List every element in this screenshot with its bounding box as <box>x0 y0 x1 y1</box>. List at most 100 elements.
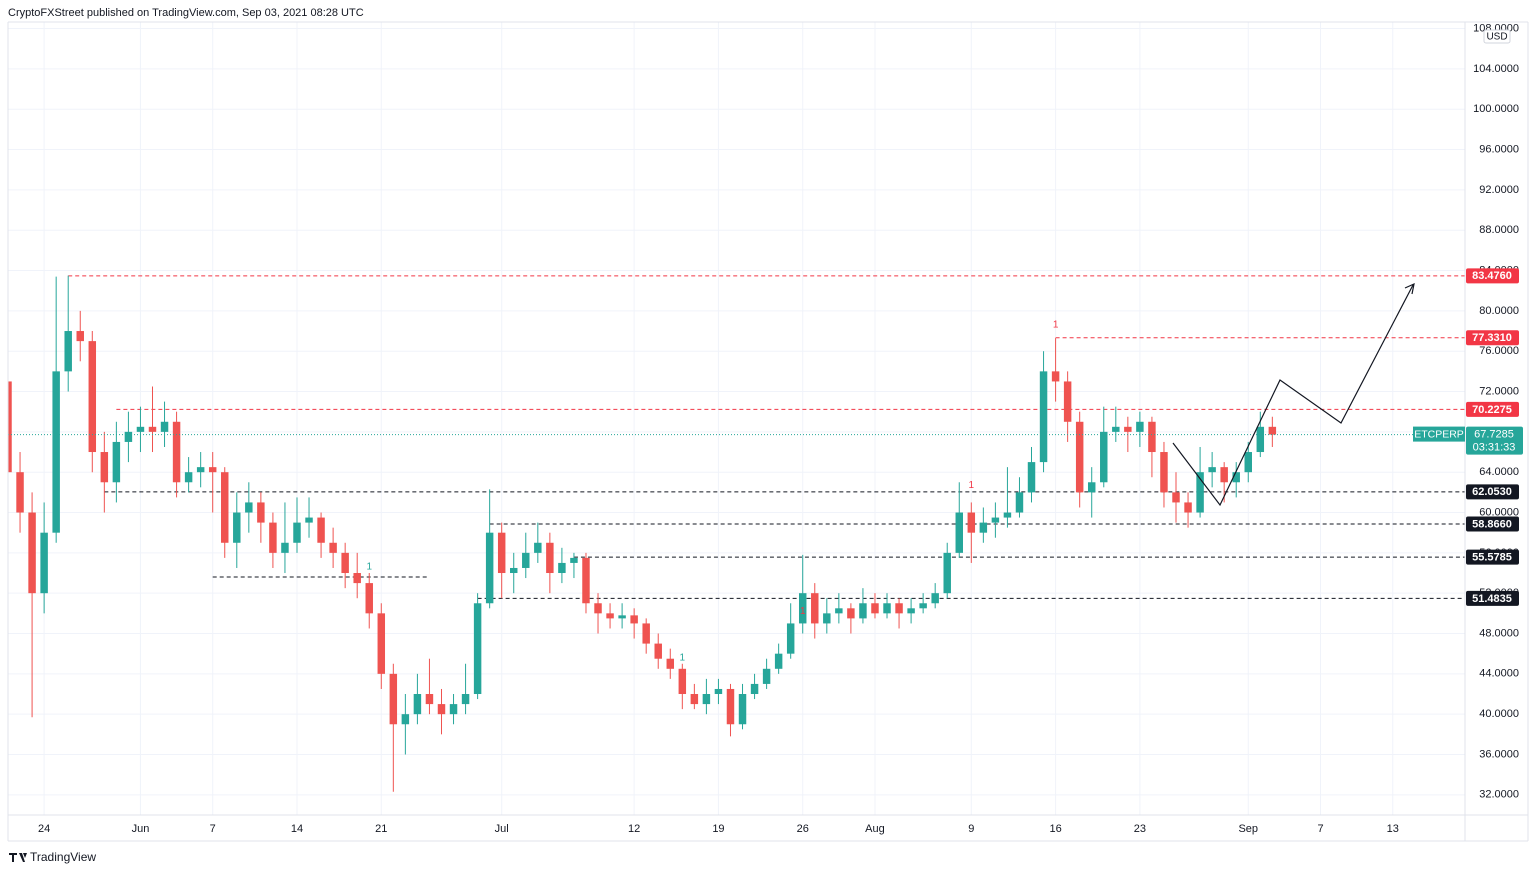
candle-body <box>786 623 795 654</box>
candle-body <box>750 683 759 695</box>
candle-body <box>148 426 157 432</box>
annotation: 1 <box>680 652 686 663</box>
x-tick-label: 7 <box>1317 823 1323 835</box>
candle <box>642 618 650 654</box>
level-label: 62.0530 <box>1472 486 1512 498</box>
candle-body <box>1063 381 1072 422</box>
y-tick-label: 36.0000 <box>1479 748 1519 760</box>
candle-body <box>160 421 169 432</box>
candle <box>88 331 97 473</box>
candle-body <box>28 512 36 594</box>
candle-body <box>1268 426 1277 435</box>
candle <box>257 492 265 543</box>
x-tick-label: 12 <box>628 823 640 835</box>
candle-body <box>497 532 506 574</box>
candle-body <box>1112 426 1120 432</box>
candle <box>666 648 675 679</box>
candle <box>510 552 518 594</box>
y-tick-label: 72.0000 <box>1479 385 1519 397</box>
candle <box>991 502 1000 538</box>
candle <box>341 542 349 589</box>
candle-body <box>1087 482 1096 493</box>
annotation: 1 <box>800 606 806 617</box>
candle <box>497 522 506 599</box>
candle <box>52 276 60 543</box>
candle <box>1268 416 1277 447</box>
candle-body <box>76 331 84 342</box>
candle <box>401 694 410 755</box>
level-badge <box>1466 330 1519 346</box>
candle <box>1172 472 1180 523</box>
candle-body <box>606 613 614 619</box>
candle-body <box>666 658 675 669</box>
candle-body <box>678 668 687 695</box>
x-tick-label: 16 <box>1049 823 1061 835</box>
candle <box>473 593 482 700</box>
candle <box>702 678 711 715</box>
y-tick-label: 104.0000 <box>1473 63 1519 75</box>
level-label: 70.2275 <box>1472 404 1512 416</box>
last-price-label: 67.7285 <box>1474 429 1514 441</box>
candle <box>281 502 289 574</box>
candle-body <box>317 517 325 543</box>
candle-body <box>546 542 554 574</box>
candle-body <box>52 371 60 533</box>
unit-box <box>1483 29 1511 44</box>
candle-body <box>377 613 386 674</box>
candle <box>907 598 915 624</box>
candle <box>8 331 12 493</box>
candle <box>1112 406 1120 442</box>
candle-body <box>762 668 771 684</box>
candle-body <box>233 512 241 543</box>
candle-body <box>245 502 253 513</box>
candle <box>1208 452 1216 488</box>
annotation: 1 <box>969 480 975 491</box>
candle-body <box>883 603 891 614</box>
grid <box>8 22 1465 815</box>
candle <box>654 633 662 669</box>
candle <box>1015 477 1024 518</box>
x-tick-label: 24 <box>38 823 50 835</box>
footer-logo: TradingView <box>9 850 96 864</box>
candle-body <box>172 421 181 483</box>
candle-body <box>401 714 410 725</box>
candle <box>245 482 253 533</box>
candle-body <box>184 472 193 483</box>
level-label: 58.8660 <box>1472 518 1512 530</box>
candle <box>1087 467 1096 518</box>
candle <box>774 643 783 674</box>
candle <box>1184 492 1192 528</box>
candle <box>305 497 313 538</box>
candle <box>64 275 72 392</box>
candle <box>594 593 602 634</box>
candle-body <box>1027 462 1036 493</box>
candle-body <box>1015 492 1024 513</box>
candle-body <box>726 688 735 725</box>
annotation: 1 <box>1053 320 1059 331</box>
candle-body <box>281 542 289 553</box>
level-label: 83.4760 <box>1472 270 1512 282</box>
plot: 1 1 1 1 1 <box>8 275 1465 792</box>
candle <box>738 683 747 730</box>
candle-body <box>112 441 121 483</box>
candle <box>786 603 795 659</box>
x-tick-label: 19 <box>712 823 724 835</box>
candle-body <box>582 557 590 604</box>
projection-arrowhead <box>1404 282 1415 295</box>
candle <box>678 663 687 710</box>
candle <box>269 512 277 568</box>
x-tick-label: 14 <box>291 823 303 835</box>
candle-body <box>449 704 458 715</box>
candle <box>329 527 337 568</box>
candle-body <box>461 694 470 705</box>
candle <box>317 512 325 558</box>
candle <box>859 588 867 624</box>
candle-body <box>738 694 747 725</box>
candle <box>1051 338 1060 402</box>
countdown-label: 03:31:33 <box>1473 442 1516 454</box>
candle-body <box>811 593 819 624</box>
candle-body <box>702 694 711 705</box>
candle-body <box>1220 467 1228 483</box>
candle-body <box>8 381 12 473</box>
